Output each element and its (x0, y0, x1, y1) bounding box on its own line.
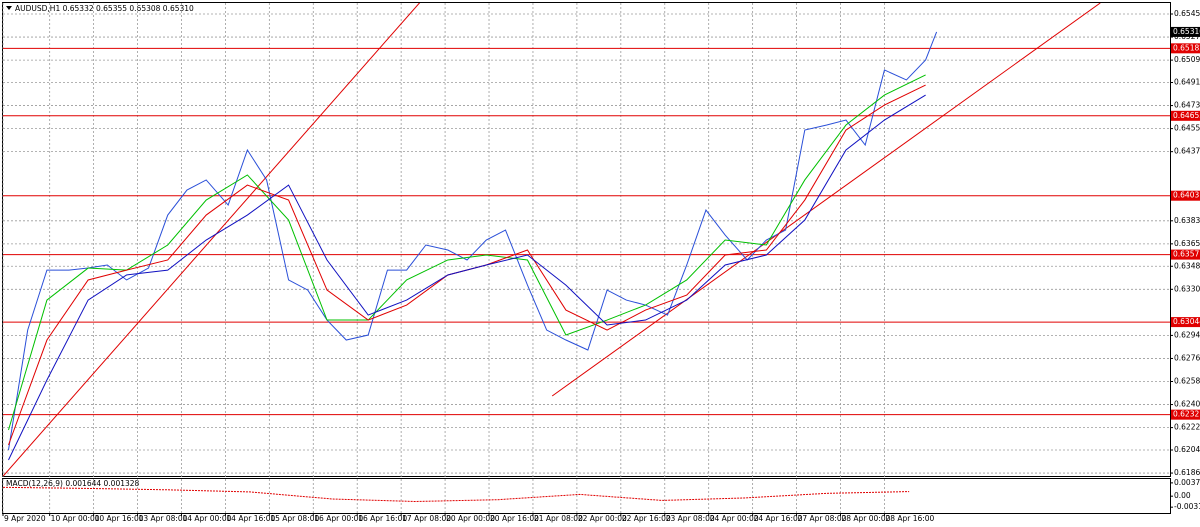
main-panel (2, 2, 1171, 477)
trend-line (3, 3, 421, 476)
y-tick-label: 0.63655 (1174, 239, 1200, 248)
x-tick-label: 15 Apr 08:00 (270, 514, 319, 523)
x-tick-label: 14 Apr 16:00 (226, 514, 275, 523)
x-tick-label: 14 Apr 00:00 (182, 514, 231, 523)
level-label: 0.63571 (1173, 250, 1200, 259)
x-tick-label: 27 Apr 08:00 (798, 514, 847, 523)
y-tick-label: 0.61865 (1174, 468, 1200, 477)
y-tick-label: 0.64735 (1174, 101, 1200, 110)
x-tick-label: 17 Apr 08:00 (402, 514, 451, 523)
level-label-bg (1171, 317, 1200, 328)
x-tick-label: 20 Apr 16:00 (490, 514, 539, 523)
trend-line (551, 3, 1101, 397)
x-tick-label: 24 Apr 16:00 (754, 514, 803, 523)
menu-arrow (6, 6, 12, 10)
x-tick-label: 16 Apr 00:00 (314, 514, 363, 523)
y-tick-label: 0.64915 (1174, 78, 1200, 87)
x-tick-label: 9 Apr 2020 (4, 514, 46, 523)
level-label-bg (1171, 190, 1200, 201)
x-tick-label: 13 Apr 08:00 (139, 514, 188, 523)
x-tick-label: 10 Apr 00:00 (51, 514, 100, 523)
x-tick-label: 22 Apr 16:00 (622, 514, 671, 523)
x-tick-label: 24 Apr 00:00 (710, 514, 759, 523)
x-tick-label: 21 Apr 08:00 (534, 514, 583, 523)
macd-y-tick-label: 0.003754 (1174, 478, 1200, 487)
macd-y-tick-label: -0.003103 (1174, 502, 1200, 511)
current-price-bg (1171, 26, 1200, 37)
level-label-bg (1171, 409, 1200, 420)
level-label-bg (1171, 43, 1200, 54)
x-tick-label: 28 Apr 00:00 (841, 514, 890, 523)
level-label: 0.64031 (1173, 191, 1200, 200)
macd-y-tick-label: 0.00 (1174, 491, 1191, 500)
y-tick-label: 0.64555 (1174, 124, 1200, 133)
x-tick-label: 16 Apr 16:00 (358, 514, 407, 523)
level-label: 0.65182 (1173, 43, 1200, 52)
macd-label: MACD(12,26,9) 0.001644 0.001328 (6, 479, 140, 488)
y-tick-label: 0.62045 (1174, 445, 1200, 454)
x-tick-label: 10 Apr 16:00 (95, 514, 144, 523)
current-price-label: 0.65310 (1173, 27, 1200, 36)
price-line (7, 31, 938, 451)
level-label: 0.63044 (1173, 317, 1200, 326)
y-tick-label: 0.64375 (1174, 147, 1200, 156)
moving-average (8, 94, 926, 461)
level-label: 0.64655 (1173, 111, 1200, 120)
x-tick-label: 20 Apr 00:00 (446, 514, 495, 523)
x-tick-label: 22 Apr 00:00 (578, 514, 627, 523)
level-label-bg (1171, 110, 1200, 121)
macd-signal (2, 486, 910, 502)
chart-title: AUDUSD,H1 0.65332 0.65355 0.65308 0.6531… (15, 4, 194, 13)
moving-average (8, 74, 926, 431)
y-tick-label: 0.63835 (1174, 216, 1200, 225)
level-label: 0.62321 (1173, 410, 1200, 419)
x-tick-label: 23 Apr 08:00 (666, 514, 715, 523)
level-label-bg (1171, 249, 1200, 260)
x-tick-label: 28 Apr 16:00 (885, 514, 934, 523)
